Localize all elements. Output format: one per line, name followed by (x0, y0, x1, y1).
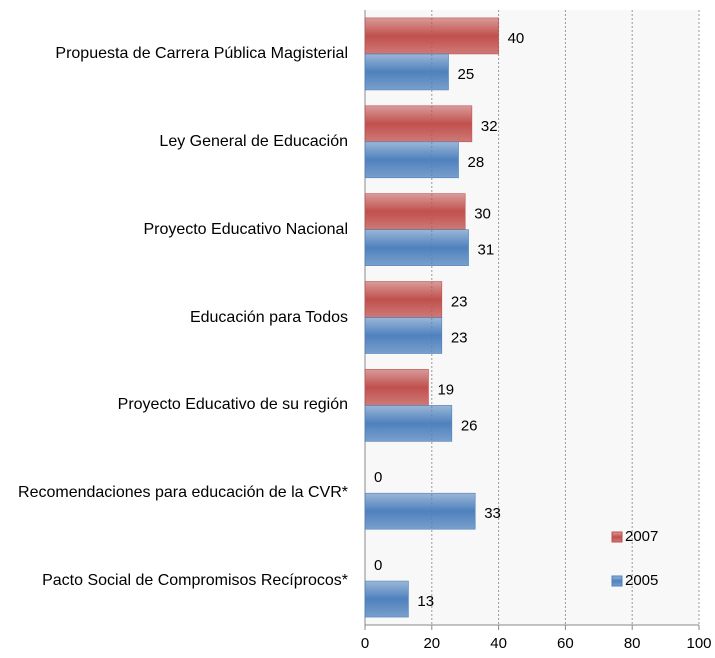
bar (364, 53, 449, 91)
bar (364, 317, 443, 354)
bar (364, 17, 499, 55)
legend-label: 2007 (625, 528, 658, 545)
data-label: 32 (481, 118, 498, 135)
x-tick-label: 20 (423, 635, 440, 652)
category-label: Ley General de Educación (159, 132, 348, 150)
category-label: Propuesta de Carrera Pública Magisterial (55, 44, 348, 62)
data-label: 28 (468, 154, 485, 171)
category-label: Proyecto Educativo Nacional (143, 220, 348, 238)
bar (364, 105, 473, 143)
x-tick-label: 80 (624, 635, 641, 652)
x-tick-label: 100 (686, 635, 711, 652)
data-label: 33 (484, 505, 501, 522)
data-label: 13 (417, 593, 434, 610)
category-label: Proyecto Educativo de su región (117, 396, 348, 414)
legend-swatch (611, 531, 623, 543)
data-label: 19 (437, 381, 454, 398)
data-label: 40 (508, 30, 525, 47)
data-label: 26 (461, 417, 478, 434)
data-label: 23 (451, 329, 468, 346)
data-label: 0 (374, 469, 382, 486)
data-label: 30 (474, 206, 491, 223)
x-tick-label: 40 (490, 635, 507, 652)
x-tick-label: 0 (361, 635, 369, 652)
data-label: 0 (374, 557, 382, 574)
bar (364, 405, 453, 442)
data-label: 23 (451, 293, 468, 310)
category-label: Pacto Social de Compromisos Recíprocos* (42, 572, 348, 590)
legend-swatch (611, 575, 623, 587)
bar (364, 229, 469, 266)
category-label: Recomendaciones para educación de la CVR… (18, 484, 348, 502)
bar (364, 369, 429, 406)
legend-label: 2005 (625, 572, 658, 589)
bar (364, 193, 466, 230)
x-tick-label: 60 (557, 635, 574, 652)
bar (364, 281, 443, 318)
data-label: 31 (478, 242, 495, 259)
data-label: 25 (458, 66, 475, 83)
bar (364, 580, 409, 618)
bar (364, 141, 459, 179)
category-label: Educación para Todos (189, 308, 348, 326)
bar (364, 492, 476, 530)
